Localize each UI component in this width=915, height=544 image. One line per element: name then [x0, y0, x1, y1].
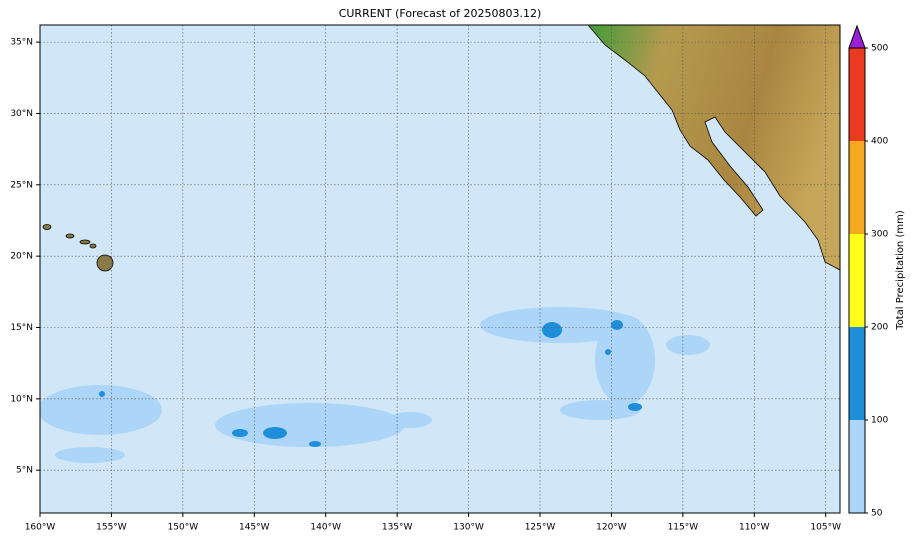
colorbar-tick-label: 300: [871, 230, 888, 240]
x-tick-label: 105°W: [810, 523, 841, 533]
colorbar-segment: [849, 48, 865, 141]
colorbar-tick-label: 400: [871, 137, 888, 147]
x-tick-label: 130°W: [453, 523, 484, 533]
y-tick-label: 30°N: [10, 109, 33, 119]
y-tick-label: 5°N: [16, 466, 33, 476]
y-tick-label: 35°N: [10, 38, 33, 48]
colorbar-segment: [849, 327, 865, 420]
x-tick-label: 125°W: [525, 523, 556, 533]
precip-light: [40, 307, 710, 463]
x-tick-label: 150°W: [168, 523, 199, 533]
map-title: CURRENT (Forecast of 20250803.12): [339, 7, 542, 20]
colorbar-tick-label: 200: [871, 323, 888, 333]
x-tick-label: 110°W: [739, 523, 770, 533]
map-frame: [39, 24, 841, 514]
x-tick-label: 135°W: [382, 523, 413, 533]
colorbar: 50 100 200 300 400 500: [848, 24, 888, 519]
x-tick-label: 145°W: [239, 523, 270, 533]
hawaii: [42, 224, 114, 272]
x-tick-label: 155°W: [96, 523, 127, 533]
colorbar-segment: [849, 234, 865, 327]
x-tick-label: 120°W: [596, 523, 627, 533]
colorbar-label: Total Precipitation (mm): [895, 210, 906, 331]
y-tick-label: 10°N: [10, 394, 33, 404]
x-tick-label: 115°W: [668, 523, 699, 533]
colorbar-segment: [849, 420, 865, 513]
y-tick-label: 20°N: [10, 252, 33, 262]
colorbar-tick-label: 500: [871, 44, 888, 54]
map: [40, 25, 840, 513]
y-tick-label: 25°N: [10, 180, 33, 190]
land-north-america: [587, 25, 840, 271]
x-tick-label: 140°W: [310, 523, 341, 533]
x-tick-label: 160°W: [25, 523, 56, 533]
precip-heavy: [99, 320, 642, 447]
colorbar-tick-label: 100: [871, 416, 888, 426]
colorbar-tick-label: 50: [871, 509, 883, 519]
y-tick-label: 15°N: [10, 323, 33, 333]
graticule: [40, 25, 840, 513]
colorbar-segment: [849, 141, 865, 234]
colorbar-frame: [848, 47, 866, 514]
colorbar-extend: [848, 24, 866, 49]
